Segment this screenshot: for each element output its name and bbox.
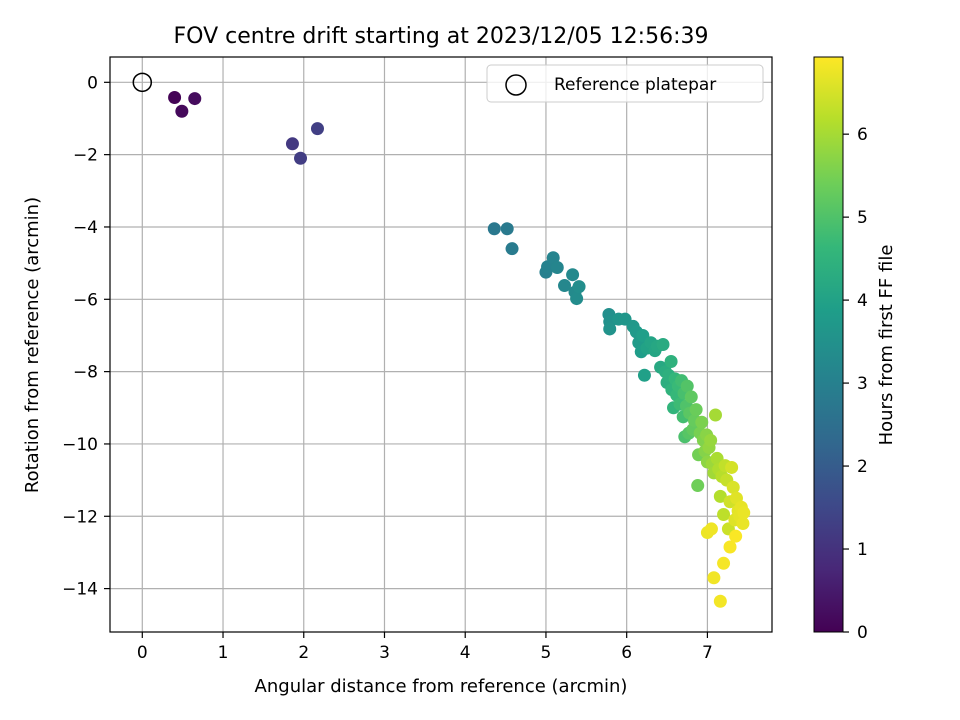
data-point (175, 104, 189, 118)
data-point (680, 379, 694, 393)
data-point (500, 222, 514, 236)
data-point (285, 137, 299, 151)
plot-frame (109, 56, 773, 633)
y-axis-ticks: 0 −2 −4 −6 −8 −10 −12 −14 (62, 73, 110, 600)
y-axis-label: Rotation from reference (arcmin) (22, 197, 43, 493)
x-tick-label: 4 (460, 643, 471, 663)
data-point (572, 280, 586, 294)
x-tick-label: 3 (379, 643, 390, 663)
x-tick-label: 6 (621, 643, 632, 663)
legend-marker-open-circle (505, 74, 527, 96)
data-point (708, 408, 722, 422)
x-tick-label: 7 (702, 643, 713, 663)
reference-point (132, 72, 153, 93)
data-point (707, 571, 721, 585)
x-tick-label: 2 (298, 643, 309, 663)
data-point (736, 517, 750, 531)
data-point (684, 390, 698, 404)
legend-box (486, 64, 764, 103)
data-point (726, 480, 740, 494)
colorbar-ticks: 0 1 2 3 4 5 6 (843, 125, 868, 643)
data-point (737, 506, 751, 520)
data-point (546, 251, 560, 265)
data-point (566, 268, 580, 282)
x-tick-label: 0 (137, 643, 148, 663)
legend-label: Reference platepar (554, 75, 716, 95)
data-point (704, 433, 718, 447)
y-tick-label: −12 (62, 507, 98, 527)
colorbar-tick-label: 3 (857, 374, 868, 394)
data-point (717, 507, 731, 521)
x-tick-label: 1 (218, 643, 229, 663)
y-tick-label: −6 (73, 290, 98, 310)
data-point (713, 489, 727, 503)
data-point (487, 222, 501, 236)
y-tick-label: −2 (73, 146, 98, 166)
colorbar-tick-label: 6 (857, 125, 868, 145)
y-tick-label: −14 (62, 580, 98, 600)
data-point (723, 540, 737, 554)
data-point (294, 151, 308, 165)
colorbar-tick-label: 2 (857, 457, 868, 477)
data-point (637, 368, 651, 382)
data-point (505, 242, 519, 256)
x-tick-label: 5 (541, 643, 552, 663)
legend: Reference platepar (486, 64, 764, 103)
colorbar-tick-label: 1 (857, 540, 868, 560)
data-point (603, 322, 617, 336)
y-tick-label: −8 (73, 363, 98, 383)
data-point (695, 415, 709, 429)
data-point (664, 354, 678, 368)
y-tick-label: −4 (73, 218, 98, 238)
colorbar-tick-label: 5 (857, 208, 868, 228)
data-point (713, 594, 727, 608)
data-point (310, 122, 324, 136)
x-axis-ticks: 0 1 2 3 4 5 6 7 (137, 632, 713, 663)
colorbar (813, 56, 844, 633)
data-point (188, 92, 202, 106)
scatter-points (168, 91, 751, 608)
data-point (558, 279, 572, 293)
data-point (689, 403, 703, 417)
grid-lines (110, 57, 772, 632)
data-point (691, 479, 705, 493)
data-point (570, 292, 584, 306)
data-point (550, 260, 564, 274)
y-tick-label: 0 (87, 73, 98, 93)
data-point (704, 522, 718, 536)
x-axis-label: Angular distance from reference (arcmin) (255, 676, 628, 697)
colorbar-label: Hours from first FF file (876, 245, 897, 446)
colorbar-tick-label: 4 (857, 291, 868, 311)
data-point (717, 556, 731, 570)
data-point (729, 529, 743, 543)
chart-title: FOV centre drift starting at 2023/12/05 … (174, 24, 709, 49)
data-point (725, 460, 739, 474)
y-tick-label: −10 (62, 435, 98, 455)
colorbar-tick-label: 0 (857, 623, 868, 643)
data-point (168, 91, 182, 105)
data-point (656, 338, 670, 351)
